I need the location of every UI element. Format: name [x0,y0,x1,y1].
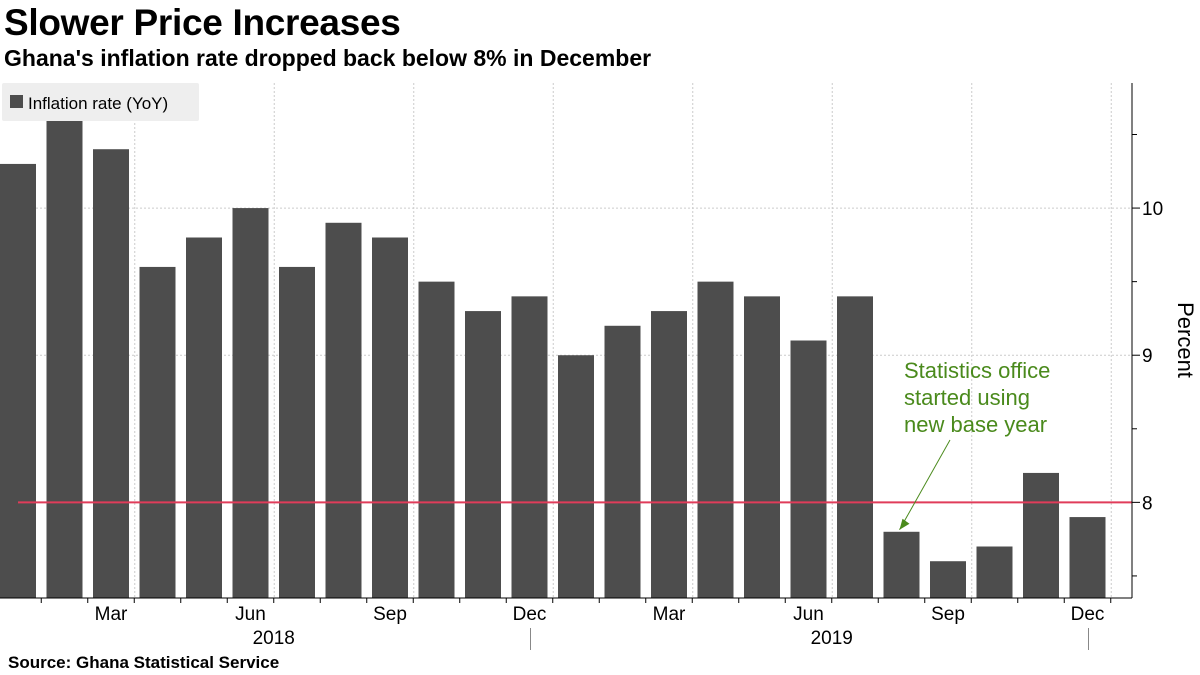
axes: 8 9 10 Percent Mar Jun Sep Dec Mar Jun Sep Dec 2018 2… [0,83,1198,650]
x-tick-label: Jun [793,604,824,625]
x-tick-label: Dec [513,604,547,625]
annotation-line: Statistics office [904,358,1050,383]
bar [744,296,780,598]
bar [0,163,36,598]
bar [325,222,362,599]
bar [976,546,1013,598]
y-tick-label: 10 [1142,199,1163,220]
bar [883,531,920,598]
x-tick-label: Jun [235,604,266,625]
annotation-arrowhead [899,518,910,530]
bar [837,296,873,598]
bar [139,266,176,598]
x-tick-label: Sep [373,604,407,625]
chart-title: Slower Price Increases [4,2,401,43]
y-tick-label: 9 [1142,346,1153,367]
bar [558,355,594,598]
bar [232,208,269,599]
annotation-arrow [899,439,951,531]
bar [279,266,315,598]
x-tick-label: Dec [1071,604,1105,625]
bar [697,281,734,598]
bar [93,149,129,598]
chart-subtitle: Ghana's inflation rate dropped back belo… [4,45,652,71]
bar [1069,517,1106,598]
bar [46,119,83,599]
bar [372,237,408,598]
annotation-line: started using [904,385,1030,410]
x-tick-label: Mar [653,604,686,625]
y-tick-label: 8 [1142,493,1153,514]
legend: Inflation rate (YoY) [2,83,199,121]
bar [604,325,641,598]
bar [418,281,455,598]
legend-swatch [10,95,23,108]
legend-background [2,83,199,121]
x-tick-label: Mar [95,604,128,625]
y-axis-title: Percent [1173,302,1198,378]
x-year-label: 2018 [253,628,295,649]
bar [1023,472,1059,598]
source-note: Source: Ghana Statistical Service [8,653,280,672]
bars [0,119,1106,599]
bar [790,340,827,598]
bar [930,561,966,598]
bar [651,311,687,598]
x-year-label: 2019 [811,628,853,649]
bar [186,237,222,598]
x-tick-label: Sep [931,604,965,625]
annotation-line: new base year [904,412,1047,437]
bar [465,311,501,598]
bar [511,296,548,598]
legend-label: Inflation rate (YoY) [28,94,168,113]
